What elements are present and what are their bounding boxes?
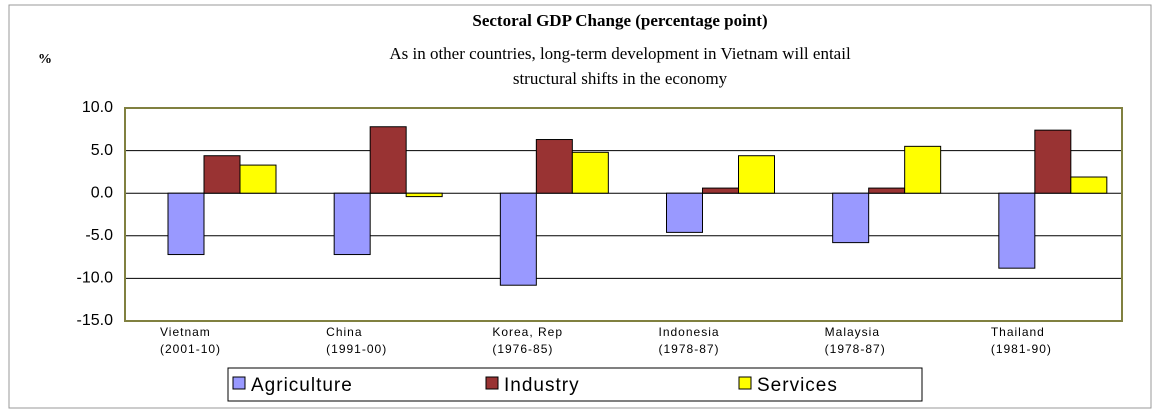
- bar: [1034, 129, 1072, 194]
- x-tick-label: (1991-00): [326, 342, 387, 356]
- bar: [738, 155, 775, 194]
- bar: [203, 155, 241, 194]
- legend-label: Agriculture: [251, 375, 353, 396]
- chart-subtitle: As in other countries, long-term develop…: [389, 44, 851, 63]
- y-tick-label: 0.0: [91, 184, 113, 201]
- bar: [1070, 176, 1108, 194]
- bar: [666, 192, 703, 233]
- bar: [571, 151, 609, 194]
- bar: [998, 192, 1036, 269]
- legend-box: [227, 367, 923, 402]
- y-tick-label: 5.0: [91, 142, 113, 159]
- bar: [868, 187, 906, 194]
- bar: [167, 192, 205, 256]
- bar: [535, 139, 573, 194]
- bar: [832, 192, 870, 244]
- x-tick-label: China: [326, 325, 362, 339]
- legend-label: Industry: [504, 375, 580, 396]
- y-tick-label: -10.0: [77, 270, 114, 287]
- x-tick-label: Vietnam: [160, 325, 211, 339]
- x-tick-label: (1978-87): [659, 342, 720, 356]
- x-tick-label: Korea, Rep: [492, 325, 563, 339]
- y-tick-label: 10.0: [82, 99, 113, 116]
- x-tick-label: Indonesia: [659, 325, 720, 339]
- bar: [499, 192, 537, 286]
- plot-area: [125, 108, 1122, 321]
- x-tick-label: Thailand: [991, 325, 1045, 339]
- x-tick-label: (1981-90): [991, 342, 1052, 356]
- legend-label: Services: [757, 375, 838, 396]
- y-tick-label: -5.0: [85, 227, 113, 244]
- legend-swatch: [738, 376, 752, 390]
- y-tick-label: -15.0: [77, 312, 114, 329]
- x-tick-label: (1976-85): [492, 342, 553, 356]
- y-axis-label: %: [38, 52, 52, 67]
- legend-swatch: [485, 376, 499, 390]
- x-tick-label: (2001-10): [160, 342, 221, 356]
- legend-swatch: [232, 376, 246, 390]
- bar: [333, 192, 371, 256]
- chart-subtitle: structural shifts in the economy: [513, 69, 728, 88]
- chart-title: Sectoral GDP Change (percentage point): [472, 11, 767, 30]
- x-tick-label: Malaysia: [825, 325, 880, 339]
- bar: [702, 187, 739, 194]
- bar: [239, 164, 277, 194]
- bar: [369, 126, 407, 194]
- x-tick-label: (1978-87): [825, 342, 886, 356]
- plot-border: [124, 107, 1123, 322]
- bar: [405, 192, 443, 198]
- bar: [904, 145, 942, 194]
